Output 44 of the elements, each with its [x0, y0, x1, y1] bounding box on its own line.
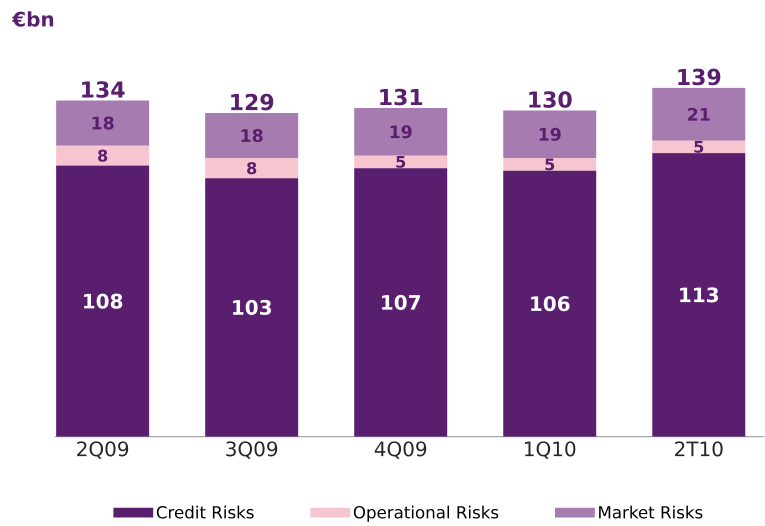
bar — [503, 158, 596, 171]
bar — [205, 158, 298, 178]
total-label: 130 — [529, 91, 572, 108]
x-tick-label: 2Q09 — [77, 441, 128, 459]
bar — [354, 108, 448, 156]
data-label: 113 — [680, 287, 718, 303]
chart-title: €bn — [12, 11, 54, 27]
x-tick-label: 2T10 — [675, 441, 723, 457]
data-label: 18 — [242, 129, 263, 142]
data-label: 19 — [390, 125, 412, 139]
data-label: 106 — [531, 296, 570, 312]
total-label: 131 — [380, 88, 422, 106]
data-label: 18 — [92, 116, 114, 130]
legend-label: Operational Risks — [354, 506, 498, 522]
bar — [652, 153, 746, 437]
bar — [354, 168, 448, 437]
data-label: 107 — [382, 295, 420, 310]
bar — [652, 140, 746, 154]
bar — [354, 156, 448, 168]
bar — [503, 170, 596, 437]
data-label: 19 — [540, 128, 561, 142]
data-label: 5 — [396, 156, 406, 168]
data-label: 5 — [694, 141, 704, 153]
bar — [652, 88, 746, 141]
bar — [56, 100, 150, 146]
bar — [205, 178, 298, 437]
x-tick-label: 4Q09 — [374, 441, 426, 459]
data-label: 108 — [84, 294, 122, 309]
x-tick-label: 3Q09 — [226, 441, 278, 459]
bar — [205, 113, 298, 158]
data-label: 5 — [545, 158, 554, 171]
data-label: 103 — [233, 300, 271, 316]
total-label: 129 — [231, 94, 274, 111]
legend-label: Market Risks — [599, 506, 702, 519]
total-label: 134 — [82, 81, 125, 98]
bar — [56, 146, 150, 166]
data-label: 8 — [247, 162, 256, 174]
x-tick-label: 1Q10 — [525, 441, 576, 459]
data-label: 21 — [688, 108, 710, 121]
bar — [503, 110, 596, 158]
legend-label: Credit Risks — [156, 506, 254, 519]
total-label: 139 — [678, 68, 720, 86]
bar — [56, 166, 150, 437]
data-label: 8 — [98, 150, 108, 162]
